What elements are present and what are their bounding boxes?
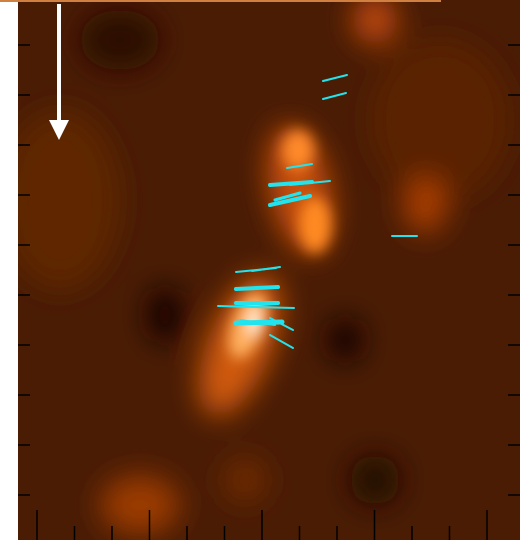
vector [236,287,278,289]
figure [0,0,527,540]
dark-patch [350,455,400,505]
dark-patch [147,287,183,343]
page: (() => { const svg = document.getElement… [0,0,527,540]
glow [370,40,510,200]
source [403,177,447,233]
dark-patch [80,10,160,70]
dark-patch [327,318,363,362]
sky-image [0,0,525,540]
core [299,197,331,253]
source [223,458,267,502]
